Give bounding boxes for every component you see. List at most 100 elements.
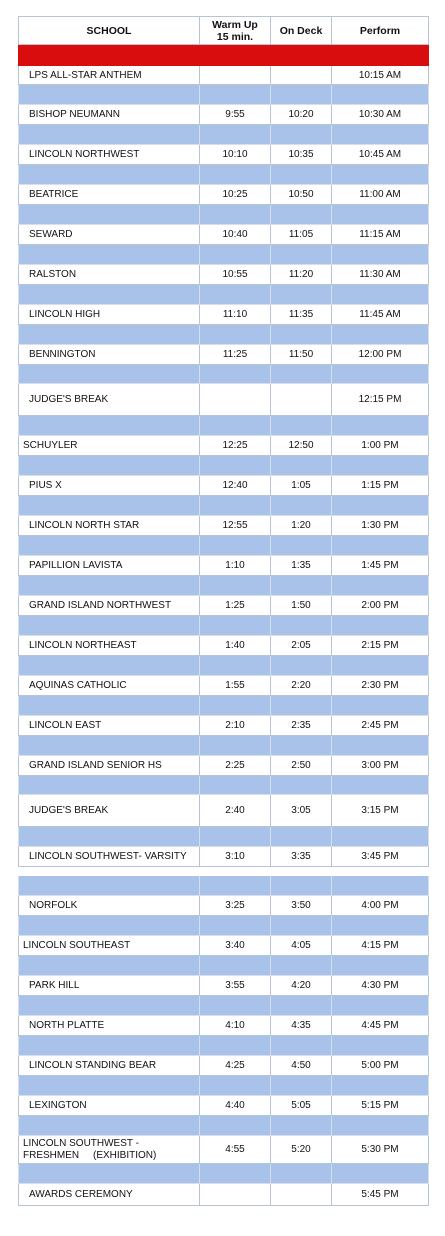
- warmup-cell: [200, 205, 271, 225]
- school-cell: [18, 125, 200, 145]
- perform-cell: 12:00 PM: [332, 345, 429, 365]
- school-cell: [18, 325, 200, 345]
- warmup-cell: [200, 1164, 271, 1184]
- school-cell: [18, 876, 200, 896]
- table-row: NORTH PLATTE 4:10 4:35 4:45 PM: [18, 1016, 429, 1036]
- perform-cell: [332, 456, 429, 476]
- school-cell: [18, 456, 200, 476]
- blank-row: [18, 867, 429, 876]
- perform-cell: 2:45 PM: [332, 716, 429, 736]
- table-row: SCHUYLER 12:25 12:50 1:00 PM: [18, 436, 429, 456]
- school-cell: BISHOP NEUMANN: [18, 105, 200, 125]
- ondeck-cell: [271, 996, 332, 1016]
- perform-cell: 1:30 PM: [332, 516, 429, 536]
- perform-cell: 11:15 AM: [332, 225, 429, 245]
- school-cell: LPS ALL-STAR ANTHEM: [18, 66, 200, 85]
- warmup-cell: 1:25: [200, 596, 271, 616]
- warmup-cell: [200, 536, 271, 556]
- warmup-cell: [200, 696, 271, 716]
- school-cell: LINCOLN NORTHWEST: [18, 145, 200, 165]
- school-cell: AWARDS CEREMONY: [18, 1184, 200, 1206]
- ondeck-cell: [271, 827, 332, 847]
- warmup-cell: 1:10: [200, 556, 271, 576]
- table-row: LINCOLN SOUTHEAST 3:40 4:05 4:15 PM: [18, 936, 429, 956]
- school-cell: [18, 776, 200, 795]
- warmup-cell: [200, 867, 271, 876]
- ondeck-cell: [271, 165, 332, 185]
- spacer-row: [18, 416, 429, 436]
- table-row: LINCOLN NORTHWEST 10:10 10:35 10:45 AM: [18, 145, 429, 165]
- warmup-cell: [200, 416, 271, 436]
- spacer-row: [18, 536, 429, 556]
- perform-cell: [332, 867, 429, 876]
- ondeck-cell: [271, 536, 332, 556]
- perform-cell: 2:30 PM: [332, 676, 429, 696]
- ondeck-cell: 3:50: [271, 896, 332, 916]
- ondeck-cell: 4:35: [271, 1016, 332, 1036]
- school-cell: [18, 496, 200, 516]
- perform-cell: 11:30 AM: [332, 265, 429, 285]
- perform-cell: [332, 1076, 429, 1096]
- ondeck-cell: [271, 285, 332, 305]
- warmup-cell: 10:25: [200, 185, 271, 205]
- perform-cell: [332, 916, 429, 936]
- school-cell: [18, 736, 200, 756]
- perform-cell: 5:30 PM: [332, 1136, 429, 1164]
- ondeck-cell: [271, 496, 332, 516]
- warmup-cell: [200, 85, 271, 105]
- school-cell: PAPILLION LAVISTA: [18, 556, 200, 576]
- spacer-row: [18, 696, 429, 716]
- school-cell: LINCOLN SOUTHEAST: [18, 936, 200, 956]
- ondeck-cell: 4:05: [271, 936, 332, 956]
- ondeck-cell: 2:05: [271, 636, 332, 656]
- warmup-cell: 4:55: [200, 1136, 271, 1164]
- table-row: BENNINGTON 11:25 11:50 12:00 PM: [18, 345, 429, 365]
- school-cell: PIUS X: [18, 476, 200, 496]
- school-cell: [18, 1164, 200, 1184]
- table-row: LINCOLN SOUTHWEST- VARSITY 3:10 3:35 3:45 P…: [18, 847, 429, 867]
- warmup-cell: [200, 365, 271, 384]
- school-cell: [18, 416, 200, 436]
- warmup-cell: 3:40: [200, 936, 271, 956]
- ondeck-cell: [271, 1116, 332, 1136]
- warmup-cell: [200, 165, 271, 185]
- spacer-row: [18, 1076, 429, 1096]
- warmup-cell: 2:25: [200, 756, 271, 776]
- spacer-row: [18, 165, 429, 185]
- perform-cell: [332, 956, 429, 976]
- perform-cell: 1:15 PM: [332, 476, 429, 496]
- warmup-cell: 1:55: [200, 676, 271, 696]
- warmup-cell: 10:55: [200, 265, 271, 285]
- school-cell: AQUINAS CATHOLIC: [18, 676, 200, 696]
- school-cell: LINCOLN HIGH: [18, 305, 200, 325]
- break-row: AWARDS CEREMONY 5:45 PM: [18, 1184, 429, 1206]
- school-cell: [18, 245, 200, 265]
- perform-cell: 4:45 PM: [332, 1016, 429, 1036]
- table-row: LINCOLN STANDING BEAR 4:25 4:50 5:00 PM: [18, 1056, 429, 1076]
- school-cell: [18, 916, 200, 936]
- school-cell: JUDGE'S BREAK: [18, 795, 200, 827]
- perform-cell: [332, 1036, 429, 1056]
- ondeck-cell: [271, 384, 332, 416]
- warmup-cell: [200, 616, 271, 636]
- warmup-cell: [200, 736, 271, 756]
- perform-cell: 3:00 PM: [332, 756, 429, 776]
- warmup-cell: 3:25: [200, 896, 271, 916]
- perform-cell: [332, 496, 429, 516]
- perform-cell: 11:00 AM: [332, 185, 429, 205]
- school-cell: SEWARD: [18, 225, 200, 245]
- warmup-cell: [200, 384, 271, 416]
- school-cell: [18, 867, 200, 876]
- warmup-cell: 11:10: [200, 305, 271, 325]
- table-row: LPS ALL-STAR ANTHEM 10:15 AM: [18, 66, 429, 85]
- table-row: NORFOLK 3:25 3:50 4:00 PM: [18, 896, 429, 916]
- school-cell: [18, 656, 200, 676]
- ondeck-cell: 3:05: [271, 795, 332, 827]
- ondeck-cell: [271, 736, 332, 756]
- school-cell: LEXINGTON: [18, 1096, 200, 1116]
- perform-cell: [332, 536, 429, 556]
- warmup-cell: [200, 285, 271, 305]
- perform-cell: 10:15 AM: [332, 66, 429, 85]
- warmup-cell: [200, 456, 271, 476]
- ondeck-cell: 1:35: [271, 556, 332, 576]
